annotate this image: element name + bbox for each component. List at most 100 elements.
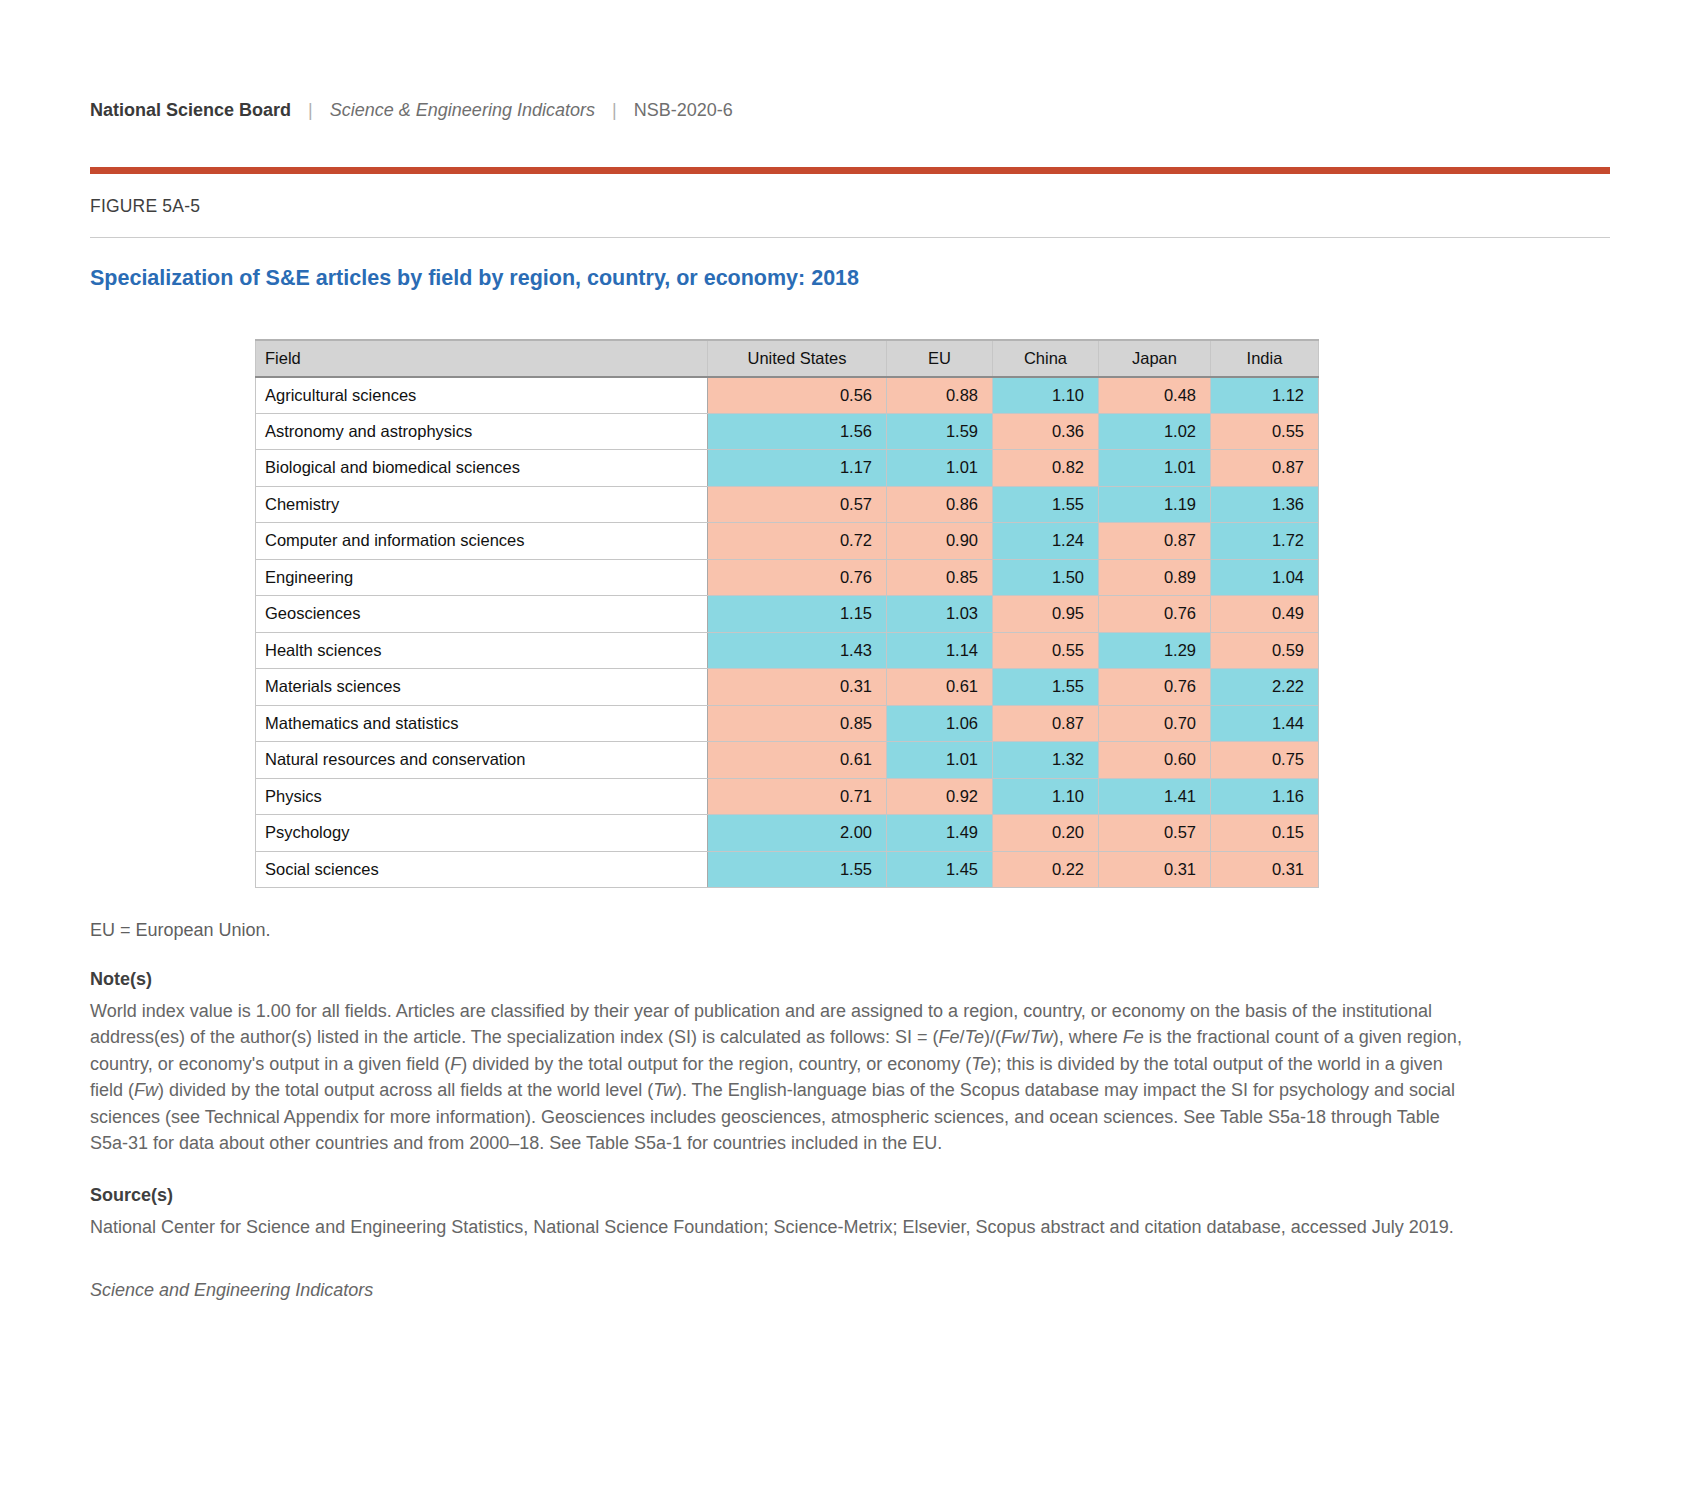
si-value-cell: 2.00 xyxy=(708,815,887,852)
si-value-cell: 0.71 xyxy=(708,778,887,815)
report-page: National Science Board | Science & Engin… xyxy=(0,0,1700,1301)
abbreviation-note: EU = European Union. xyxy=(90,920,1610,941)
note-variable: Tw xyxy=(1030,1027,1053,1047)
table-row: Materials sciences0.310.611.550.762.22 xyxy=(256,669,1319,706)
table-row: Engineering0.760.851.500.891.04 xyxy=(256,559,1319,596)
si-value-cell: 0.86 xyxy=(887,486,993,523)
si-value-cell: 1.45 xyxy=(887,851,993,888)
note-text-segment: ) divided by the total output for the re… xyxy=(461,1054,971,1074)
field-name-cell: Health sciences xyxy=(256,632,708,669)
si-value-cell: 1.10 xyxy=(993,778,1099,815)
si-value-cell: 0.82 xyxy=(993,450,1099,487)
column-header: EU xyxy=(887,340,993,377)
specialization-table: FieldUnited StatesEUChinaJapanIndia Agri… xyxy=(255,339,1319,888)
si-value-cell: 0.88 xyxy=(887,377,993,414)
si-value-cell: 0.55 xyxy=(1211,413,1319,450)
si-value-cell: 0.15 xyxy=(1211,815,1319,852)
note-variable: Te xyxy=(971,1054,990,1074)
si-value-cell: 0.57 xyxy=(1099,815,1211,852)
si-value-cell: 0.36 xyxy=(993,413,1099,450)
field-name-cell: Computer and information sciences xyxy=(256,523,708,560)
field-name-cell: Chemistry xyxy=(256,486,708,523)
si-value-cell: 0.48 xyxy=(1099,377,1211,414)
table-row: Psychology2.001.490.200.570.15 xyxy=(256,815,1319,852)
si-value-cell: 0.76 xyxy=(1099,596,1211,633)
field-name-cell: Social sciences xyxy=(256,851,708,888)
field-name-cell: Agricultural sciences xyxy=(256,377,708,414)
table-row: Biological and biomedical sciences1.171.… xyxy=(256,450,1319,487)
si-value-cell: 0.20 xyxy=(993,815,1099,852)
table-row: Physics0.710.921.101.411.16 xyxy=(256,778,1319,815)
field-name-cell: Mathematics and statistics xyxy=(256,705,708,742)
si-value-cell: 1.01 xyxy=(887,742,993,779)
accent-rule xyxy=(90,167,1610,174)
si-value-cell: 1.01 xyxy=(1099,450,1211,487)
table-row: Computer and information sciences0.720.9… xyxy=(256,523,1319,560)
si-value-cell: 0.31 xyxy=(1211,851,1319,888)
si-value-cell: 1.24 xyxy=(993,523,1099,560)
si-value-cell: 0.89 xyxy=(1099,559,1211,596)
si-value-cell: 0.72 xyxy=(708,523,887,560)
table-row: Mathematics and statistics0.851.060.870.… xyxy=(256,705,1319,742)
si-value-cell: 1.44 xyxy=(1211,705,1319,742)
table-row: Chemistry0.570.861.551.191.36 xyxy=(256,486,1319,523)
note-variable: Fe xyxy=(939,1027,960,1047)
source-paragraph: National Center for Science and Engineer… xyxy=(90,1214,1480,1240)
si-value-cell: 0.75 xyxy=(1211,742,1319,779)
si-value-cell: 1.04 xyxy=(1211,559,1319,596)
si-value-cell: 1.72 xyxy=(1211,523,1319,560)
note-text-segment: ) divided by the total output across all… xyxy=(158,1080,653,1100)
note-variable: Fe xyxy=(1123,1027,1144,1047)
column-header: India xyxy=(1211,340,1319,377)
table-header: FieldUnited StatesEUChinaJapanIndia xyxy=(256,340,1319,377)
column-header: Japan xyxy=(1099,340,1211,377)
table-row: Natural resources and conservation0.611.… xyxy=(256,742,1319,779)
table-row: Social sciences1.551.450.220.310.31 xyxy=(256,851,1319,888)
column-header: United States xyxy=(708,340,887,377)
table-row: Health sciences1.431.140.551.290.59 xyxy=(256,632,1319,669)
table-row: Geosciences1.151.030.950.760.49 xyxy=(256,596,1319,633)
si-value-cell: 1.32 xyxy=(993,742,1099,779)
si-value-cell: 0.49 xyxy=(1211,596,1319,633)
si-value-cell: 0.87 xyxy=(993,705,1099,742)
si-value-cell: 1.12 xyxy=(1211,377,1319,414)
publication-name: Science & Engineering Indicators xyxy=(330,100,595,120)
si-value-cell: 1.41 xyxy=(1099,778,1211,815)
si-value-cell: 0.70 xyxy=(1099,705,1211,742)
si-value-cell: 1.43 xyxy=(708,632,887,669)
si-value-cell: 1.59 xyxy=(887,413,993,450)
si-value-cell: 0.56 xyxy=(708,377,887,414)
si-value-cell: 1.03 xyxy=(887,596,993,633)
si-value-cell: 1.01 xyxy=(887,450,993,487)
field-name-cell: Materials sciences xyxy=(256,669,708,706)
notes-heading: Note(s) xyxy=(90,969,1610,990)
si-value-cell: 1.10 xyxy=(993,377,1099,414)
sources-heading: Source(s) xyxy=(90,1185,1610,1206)
publication-footer: Science and Engineering Indicators xyxy=(90,1280,1610,1301)
column-header: China xyxy=(993,340,1099,377)
note-variable: Fw xyxy=(1001,1027,1025,1047)
note-variable: Fw xyxy=(134,1080,158,1100)
table-row: Agricultural sciences0.560.881.100.481.1… xyxy=(256,377,1319,414)
si-value-cell: 2.22 xyxy=(1211,669,1319,706)
field-name-cell: Biological and biomedical sciences xyxy=(256,450,708,487)
column-header: Field xyxy=(256,340,708,377)
note-variable: F xyxy=(450,1054,461,1074)
table-body: Agricultural sciences0.560.881.100.481.1… xyxy=(256,377,1319,888)
divider-rule xyxy=(90,237,1610,238)
si-value-cell: 1.55 xyxy=(708,851,887,888)
si-value-cell: 1.49 xyxy=(887,815,993,852)
table-row: Astronomy and astrophysics1.561.590.361.… xyxy=(256,413,1319,450)
si-value-cell: 1.56 xyxy=(708,413,887,450)
table-header-row: FieldUnited StatesEUChinaJapanIndia xyxy=(256,340,1319,377)
si-value-cell: 1.15 xyxy=(708,596,887,633)
si-value-cell: 1.36 xyxy=(1211,486,1319,523)
si-value-cell: 0.31 xyxy=(1099,851,1211,888)
si-value-cell: 0.61 xyxy=(887,669,993,706)
field-name-cell: Astronomy and astrophysics xyxy=(256,413,708,450)
field-name-cell: Psychology xyxy=(256,815,708,852)
note-text-segment: )/( xyxy=(984,1027,1001,1047)
field-name-cell: Geosciences xyxy=(256,596,708,633)
si-value-cell: 1.02 xyxy=(1099,413,1211,450)
si-value-cell: 0.59 xyxy=(1211,632,1319,669)
